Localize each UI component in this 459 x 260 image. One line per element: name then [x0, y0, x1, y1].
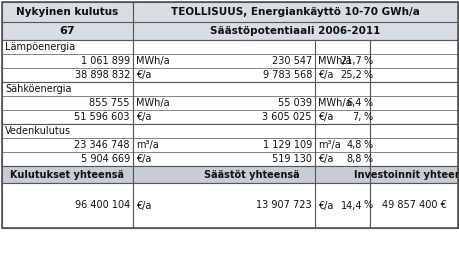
Bar: [133, 124, 369, 166]
Text: MWh/a: MWh/a: [136, 56, 169, 66]
Text: %: %: [363, 56, 372, 66]
Bar: [133, 40, 369, 82]
Text: 25,2: 25,2: [339, 70, 361, 80]
Bar: [133, 82, 369, 124]
Text: 13 907 723: 13 907 723: [256, 200, 311, 211]
Text: 67: 67: [60, 26, 75, 36]
Bar: [369, 166, 457, 183]
Text: 7,: 7,: [352, 112, 361, 122]
Text: €/a: €/a: [317, 112, 333, 122]
Text: 23 346 748: 23 346 748: [74, 140, 130, 150]
Text: Nykyinen kulutus: Nykyinen kulutus: [17, 7, 118, 17]
Bar: [2, 183, 133, 228]
Text: Säästöpotentiaali 2006-2011: Säästöpotentiaali 2006-2011: [210, 26, 380, 36]
Text: 49 857 400 €: 49 857 400 €: [381, 200, 445, 211]
Text: TEOLLISUUS, Energiankäyttö 10-70 GWh/a: TEOLLISUUS, Energiankäyttö 10-70 GWh/a: [171, 7, 419, 17]
Text: €/a: €/a: [317, 154, 333, 164]
Text: MWh/a: MWh/a: [317, 56, 351, 66]
Text: Vedenkulutus: Vedenkulutus: [5, 126, 71, 136]
Bar: [2, 2, 457, 228]
Bar: [2, 82, 133, 124]
Text: 51 596 603: 51 596 603: [74, 112, 130, 122]
Text: €/a: €/a: [136, 200, 151, 211]
Bar: [369, 40, 457, 82]
Text: €/a: €/a: [136, 112, 151, 122]
Text: Kulutukset yhteensä: Kulutukset yhteensä: [11, 170, 124, 179]
Text: 519 130: 519 130: [271, 154, 311, 164]
Text: €/a: €/a: [317, 70, 333, 80]
Text: %: %: [363, 112, 372, 122]
Text: 230 547: 230 547: [271, 56, 311, 66]
Text: %: %: [363, 70, 372, 80]
Text: MWh/a: MWh/a: [317, 98, 351, 108]
Text: %: %: [363, 98, 372, 108]
Text: 38 898 832: 38 898 832: [74, 70, 130, 80]
Text: 855 755: 855 755: [90, 98, 130, 108]
Text: 9 783 568: 9 783 568: [262, 70, 311, 80]
Text: 55 039: 55 039: [277, 98, 311, 108]
Bar: [369, 124, 457, 166]
Text: 4,8: 4,8: [346, 140, 361, 150]
Text: Säästöt yhteensä: Säästöt yhteensä: [203, 170, 299, 179]
Text: 6,4: 6,4: [346, 98, 361, 108]
Bar: [369, 82, 457, 124]
Text: Sähköenergia: Sähköenergia: [5, 84, 71, 94]
Bar: [2, 40, 133, 82]
Text: €/a: €/a: [317, 200, 333, 211]
Text: %: %: [363, 200, 372, 211]
Bar: [133, 183, 369, 228]
Text: Lämpöenergia: Lämpöenergia: [5, 42, 75, 52]
Text: 8,8: 8,8: [346, 154, 361, 164]
Text: MWh/a: MWh/a: [136, 98, 169, 108]
Text: 14,4: 14,4: [340, 200, 361, 211]
Text: 1 129 109: 1 129 109: [262, 140, 311, 150]
Text: 3 605 025: 3 605 025: [262, 112, 311, 122]
Text: Investoinnit yhteensä: Investoinnit yhteensä: [353, 170, 459, 179]
Text: %: %: [363, 140, 372, 150]
Text: 1 061 899: 1 061 899: [81, 56, 130, 66]
Bar: [369, 183, 457, 228]
Bar: [2, 124, 133, 166]
Text: 5 904 669: 5 904 669: [81, 154, 130, 164]
Text: €/a: €/a: [136, 70, 151, 80]
Bar: [2, 166, 133, 183]
Text: 21,7: 21,7: [340, 56, 361, 66]
Text: m³/a: m³/a: [136, 140, 158, 150]
Text: m³/a: m³/a: [317, 140, 340, 150]
Text: €/a: €/a: [136, 154, 151, 164]
Bar: [2, 2, 133, 40]
Text: 96 400 104: 96 400 104: [74, 200, 130, 211]
Bar: [133, 166, 369, 183]
Text: %: %: [363, 154, 372, 164]
Bar: [133, 2, 457, 40]
